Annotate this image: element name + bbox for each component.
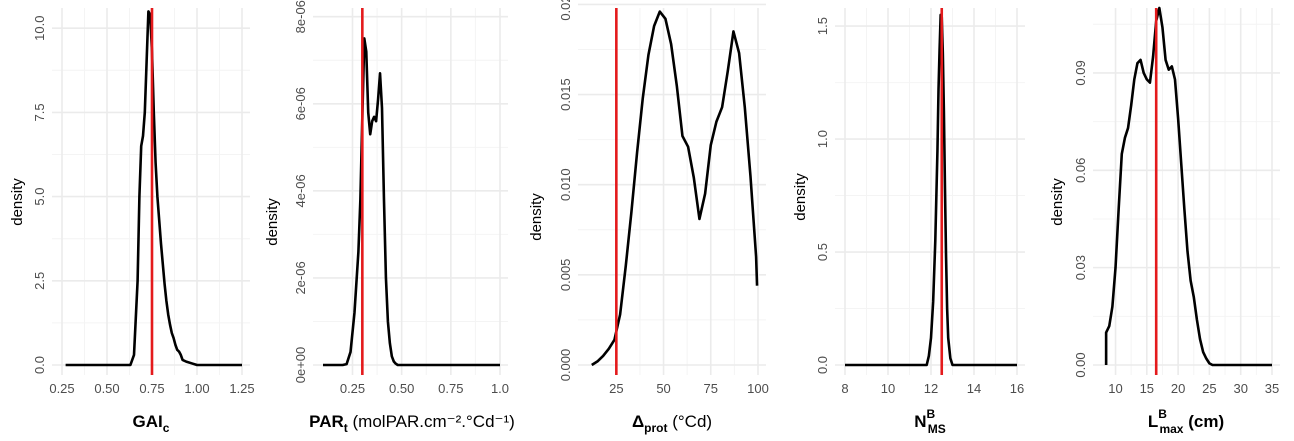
density-panel-5: 10 15 20 25 30 35 0.00 0.03 0.06 0.09 density LB max… <box>1049 6 1280 436</box>
y-tick-label: 8e-06 <box>293 0 308 33</box>
x-tick-label: 50 <box>656 381 670 396</box>
x-tick-label: 30 <box>1233 381 1247 396</box>
y-tick-label: 0.005 <box>558 259 573 292</box>
x-tick-label: 0.50 <box>94 381 119 396</box>
x-tick-label: 1.0 <box>491 381 509 396</box>
y-tick-label: 5.0 <box>32 188 47 206</box>
x-axis-label-unit: (molPAR.cm⁻².°Cd⁻¹) <box>348 412 515 431</box>
density-curve <box>65 10 242 367</box>
x-tick-label: 12 <box>924 381 938 396</box>
x-tick-label: 100 <box>747 381 769 396</box>
x-axis-label-main: N <box>914 412 926 431</box>
y-tick-label: 0.000 <box>558 349 573 382</box>
x-axis-label-main: PAR <box>309 412 344 431</box>
density-curve <box>591 10 759 367</box>
density-panel-2: 0.25 0.50 0.75 1.0 0e+00 2e-06 4e-06 6e-06 8e-06… <box>264 0 515 435</box>
x-axis-label-main: Δ <box>632 412 644 431</box>
y-tick-label: 0.020 <box>558 0 573 21</box>
density-panel-4: 8 10 12 14 16 0.0 0.5 1.0 1.5 density NB MS <box>792 8 1025 436</box>
y-tick-label: 0.00 <box>1073 352 1088 377</box>
x-tick-label: 25 <box>1202 381 1216 396</box>
y-tick-label: 2e-06 <box>293 261 308 294</box>
y-axis-label: density <box>264 198 281 246</box>
x-tick-label: 8 <box>841 381 848 396</box>
y-tick-label: 7.5 <box>32 103 47 121</box>
x-axis-label: NB MS <box>914 407 945 436</box>
y-tick-label: 2.5 <box>32 272 47 290</box>
x-tick-label: 75 <box>704 381 718 396</box>
density-panel-3: 25 50 75 100 0.000 0.005 0.010 0.015 0.020 densit… <box>528 0 769 435</box>
x-tick-label: 1.00 <box>184 381 209 396</box>
x-tick-label: 10 <box>881 381 895 396</box>
x-axis-label: LB max (cm) <box>1148 407 1224 436</box>
x-axis-label-sub: max <box>1159 422 1183 436</box>
x-axis-label-sub: t <box>344 421 348 435</box>
x-axis-label-unit: (°Cd) <box>667 412 712 431</box>
y-tick-label: 0e+00 <box>293 347 308 384</box>
y-tick-label: 0.0 <box>815 356 830 374</box>
y-tick-label: 6e-06 <box>293 87 308 120</box>
x-tick-label: 15 <box>1140 381 1154 396</box>
y-tick-label: 0.09 <box>1073 60 1088 85</box>
y-axis-label: density <box>528 193 545 241</box>
x-axis-label-sub: c <box>163 421 170 435</box>
y-tick-label: 0.5 <box>815 243 830 261</box>
x-tick-label: 35 <box>1265 381 1279 396</box>
x-axis-label-sub: prot <box>644 421 667 435</box>
y-tick-label: 1.0 <box>815 130 830 148</box>
x-tick-label: 0.75 <box>438 381 463 396</box>
x-tick-label: 25 <box>609 381 623 396</box>
x-tick-label: 0.50 <box>389 381 414 396</box>
y-tick-label: 0.06 <box>1073 158 1088 183</box>
x-tick-label: 14 <box>967 381 981 396</box>
y-tick-label: 0.0 <box>32 356 47 374</box>
x-tick-label: 0.25 <box>49 381 74 396</box>
x-tick-label: 20 <box>1171 381 1185 396</box>
x-tick-label: 10 <box>1108 381 1122 396</box>
x-axis-label-sub: MS <box>928 422 946 436</box>
x-tick-label: 0.25 <box>340 381 365 396</box>
x-axis-label: Δprot (°Cd) <box>632 412 712 435</box>
y-axis-label: density <box>9 178 26 226</box>
y-tick-label: 1.5 <box>815 17 830 35</box>
x-tick-label: 1.25 <box>229 381 254 396</box>
x-axis-label: PARt (molPAR.cm⁻².°Cd⁻¹) <box>309 412 515 435</box>
density-panel-1: 0.25 0.50 0.75 1.00 1.25 0.0 2.5 5.0 7.5 10.0 dens… <box>9 8 255 435</box>
x-axis-label: GAIc <box>133 412 170 435</box>
y-axis-label: density <box>1049 178 1066 226</box>
x-axis-label-sup: B <box>927 407 936 421</box>
y-tick-label: 10.0 <box>32 16 47 41</box>
y-tick-label: 0.010 <box>558 168 573 201</box>
density-curve <box>323 37 500 367</box>
density-curve <box>1104 6 1272 367</box>
y-tick-label: 4e-06 <box>293 174 308 207</box>
y-axis-label: density <box>792 173 809 221</box>
x-axis-label-unit: (cm) <box>1183 412 1224 431</box>
y-tick-label: 0.015 <box>558 78 573 111</box>
x-axis-label-main: L <box>1148 412 1158 431</box>
y-tick-label: 0.03 <box>1073 255 1088 280</box>
x-axis-label-main: GAI <box>133 412 163 431</box>
x-tick-label: 16 <box>1010 381 1024 396</box>
x-axis-label-sup: B <box>1158 407 1167 421</box>
x-tick-label: 0.75 <box>139 381 164 396</box>
